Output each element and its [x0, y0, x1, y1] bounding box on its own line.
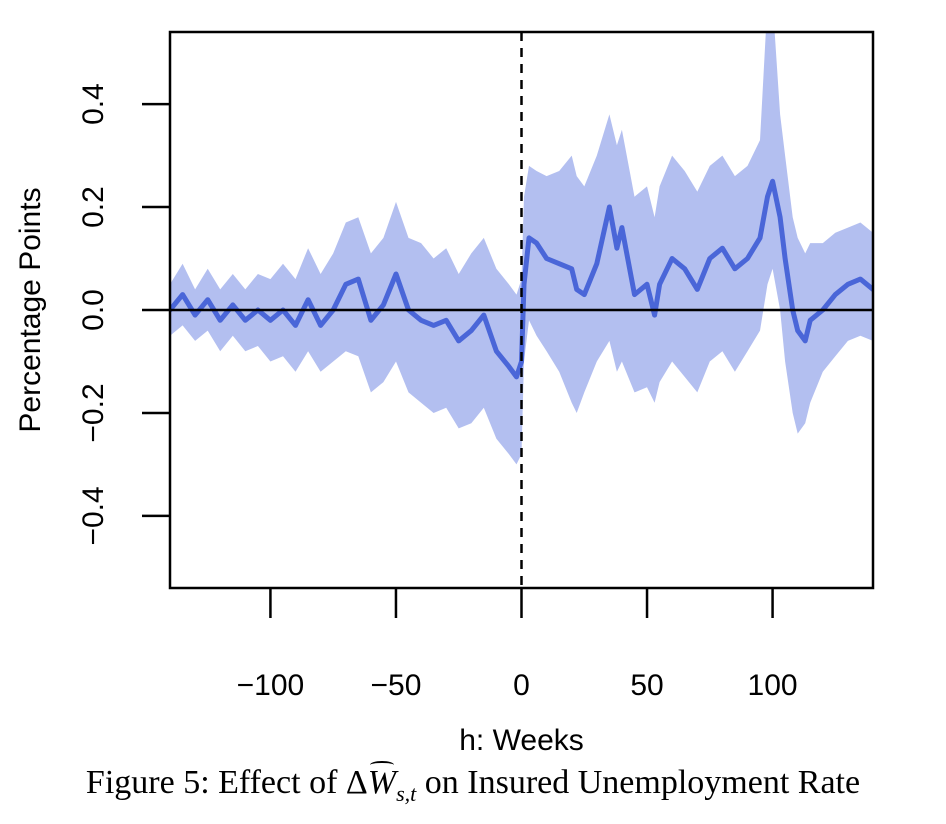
- caption-subscript: s,t: [396, 780, 417, 806]
- caption-delta: Δ: [345, 764, 368, 801]
- y-tick-label: 0.2: [77, 186, 110, 228]
- confidence-band-layer: [170, 32, 873, 465]
- caption-prefix: Figure 5: Effect of: [85, 764, 346, 801]
- y-tick-label: 0.0: [77, 289, 110, 331]
- reference-lines-layer: [170, 32, 873, 588]
- axes-layer: −100 −50 0 50 100 −0.4 −0.2 0.0 0.2 0.4: [77, 30, 875, 702]
- x-axis-title: h: Weeks: [459, 724, 584, 757]
- estimate-line: [170, 178, 873, 380]
- x-tick-label: −100: [237, 669, 305, 702]
- y-tick-label: −0.4: [77, 486, 110, 545]
- figure-caption: Figure 5: Effect of ΔWs,t on Insured Une…: [0, 761, 946, 807]
- x-tick-label: 0: [513, 669, 530, 702]
- x-tick-label: 50: [630, 669, 663, 702]
- y-tick-label: 0.4: [77, 83, 110, 125]
- caption-math: ΔWs,t: [345, 761, 416, 806]
- y-axis-title: Percentage Points: [14, 187, 47, 432]
- x-tick-label: −50: [371, 669, 422, 702]
- estimate-line-layer: [170, 178, 873, 380]
- y-tick-label: −0.2: [77, 383, 110, 442]
- caption-suffix: on Insured Unemployment Rate: [416, 764, 861, 801]
- caption-hat-variable: W: [367, 761, 397, 801]
- confidence-band: [170, 32, 873, 465]
- x-tick-label: 100: [748, 669, 798, 702]
